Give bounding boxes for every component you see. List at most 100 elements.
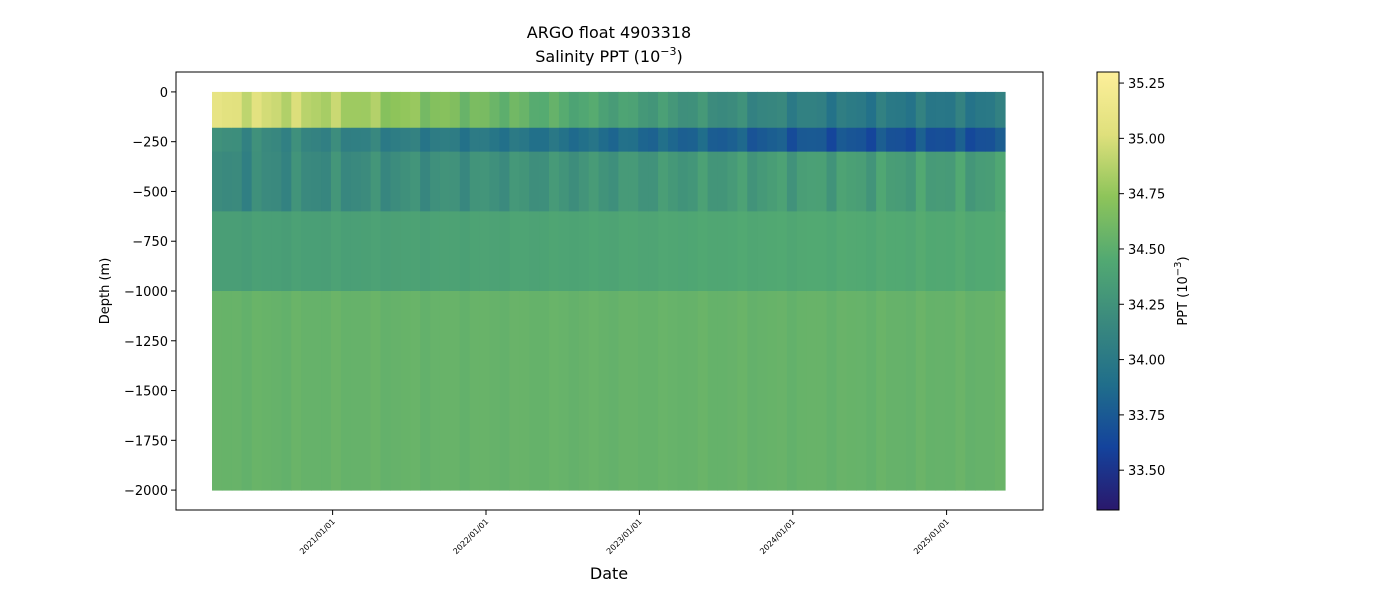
heatmap-cell <box>400 211 411 292</box>
heatmap-cell <box>915 291 927 491</box>
chart-subtitle: Salinity PPT (10−3) <box>535 45 683 66</box>
heatmap-cell <box>727 91 738 129</box>
heatmap-cell <box>261 91 273 129</box>
y-tick-label: −1250 <box>124 335 168 350</box>
colorbar-tick-label: 34.75 <box>1128 188 1165 203</box>
heatmap-cell <box>281 211 292 292</box>
x-tick-label: 2022/01/01 <box>451 517 490 556</box>
heatmap-cell <box>340 151 352 212</box>
heatmap-cell <box>856 91 867 129</box>
colorbar-tick-label: 35.25 <box>1128 77 1165 92</box>
heatmap-cell <box>806 91 818 129</box>
heatmap-cell <box>340 211 352 292</box>
heatmap-cell <box>618 127 629 153</box>
colorbar-ticks: 33.50 33.75 34.00 34.25 34.50 34.75 35.00 35.25 <box>1119 77 1165 479</box>
heatmap-cell <box>439 211 451 292</box>
heatmap-cell <box>677 211 689 292</box>
heatmap-cell <box>648 291 659 491</box>
heatmap-cell <box>301 211 312 292</box>
heatmap-cell <box>697 291 709 491</box>
heatmap-cell <box>985 211 996 292</box>
heatmap-cell <box>350 127 362 153</box>
plot-frame <box>175 71 1044 511</box>
heatmap-cell <box>677 151 689 212</box>
heatmap-cell <box>469 211 481 292</box>
heatmap-cell <box>836 127 847 153</box>
heatmap-cell <box>697 127 709 153</box>
heatmap-cell <box>539 291 550 491</box>
heatmap-cell <box>777 291 788 491</box>
heatmap-cell <box>281 127 292 153</box>
heatmap-cell <box>648 151 659 212</box>
heatmap-cell <box>261 127 273 153</box>
heatmap-cell <box>886 291 897 491</box>
heatmap-cell <box>965 151 976 212</box>
heatmap-cell <box>281 91 292 129</box>
colorbar <box>1096 71 1120 511</box>
heatmap-cell <box>866 211 877 292</box>
heatmap-cell <box>212 91 223 129</box>
heatmap-cell <box>301 91 312 129</box>
heatmap-cell <box>598 127 610 153</box>
heatmap-cell <box>558 291 570 491</box>
heatmap-cell <box>727 211 738 292</box>
heatmap-cell <box>221 211 233 292</box>
heatmap-cell <box>370 127 382 153</box>
heatmap-cell <box>241 127 253 153</box>
heatmap-cell <box>786 291 798 491</box>
heatmap-cell <box>212 127 223 153</box>
heatmap-cell <box>489 127 501 153</box>
heatmap-cell <box>321 151 332 212</box>
heatmap-cell <box>509 151 520 212</box>
heatmap-cell <box>638 151 649 212</box>
heatmap-cell <box>251 291 263 491</box>
heatmap-cell <box>638 211 649 292</box>
heatmap-cell <box>301 291 312 491</box>
heatmap-cell <box>271 291 282 491</box>
chart-title: ARGO float 4903318 <box>527 23 691 42</box>
heatmap-cell <box>558 91 570 129</box>
heatmap-cell <box>658 291 669 491</box>
heatmap-cell <box>846 151 857 212</box>
heatmap-cell <box>568 211 580 292</box>
heatmap-cell <box>687 151 699 212</box>
heatmap-cell <box>598 291 610 491</box>
heatmap-cell <box>856 291 867 491</box>
heatmap-cell <box>241 91 253 129</box>
heatmap-cell <box>727 127 738 153</box>
heatmap-cell <box>360 211 372 292</box>
heatmap-cell <box>796 291 808 491</box>
heatmap-cell <box>212 151 223 212</box>
heatmap-cell <box>638 91 649 129</box>
heatmap-cell <box>578 127 590 153</box>
heatmap-cell <box>558 151 570 212</box>
heatmap-cell <box>697 151 709 212</box>
heatmap-cell <box>757 151 768 212</box>
heatmap-cell <box>400 127 411 153</box>
heatmap-cell <box>955 91 966 129</box>
heatmap-cell <box>955 151 966 212</box>
heatmap-cell <box>261 211 273 292</box>
heatmap-cell <box>539 151 550 212</box>
heatmap-cell <box>707 151 719 212</box>
colorbar-tick-label: 33.50 <box>1128 464 1165 479</box>
heatmap-cell <box>459 211 471 292</box>
heatmap-cell <box>509 211 520 292</box>
heatmap-cell <box>519 291 530 491</box>
heatmap-cell <box>449 211 461 292</box>
heatmap-cell <box>876 211 887 292</box>
heatmap-cell <box>905 291 917 491</box>
heatmap-cell <box>420 127 431 153</box>
heatmap-cell <box>588 151 600 212</box>
heatmap-cell <box>291 291 302 491</box>
heatmap-cell <box>578 291 590 491</box>
heatmap-cell <box>925 211 937 292</box>
heatmap-cell <box>935 127 947 153</box>
heatmap-cell <box>777 91 788 129</box>
heatmap-cell <box>410 291 421 491</box>
heatmap-cell <box>549 127 560 153</box>
heatmap-cell <box>786 127 798 153</box>
heatmap-cell <box>390 127 401 153</box>
heatmap-cell <box>866 151 877 212</box>
heatmap-cell <box>876 151 887 212</box>
